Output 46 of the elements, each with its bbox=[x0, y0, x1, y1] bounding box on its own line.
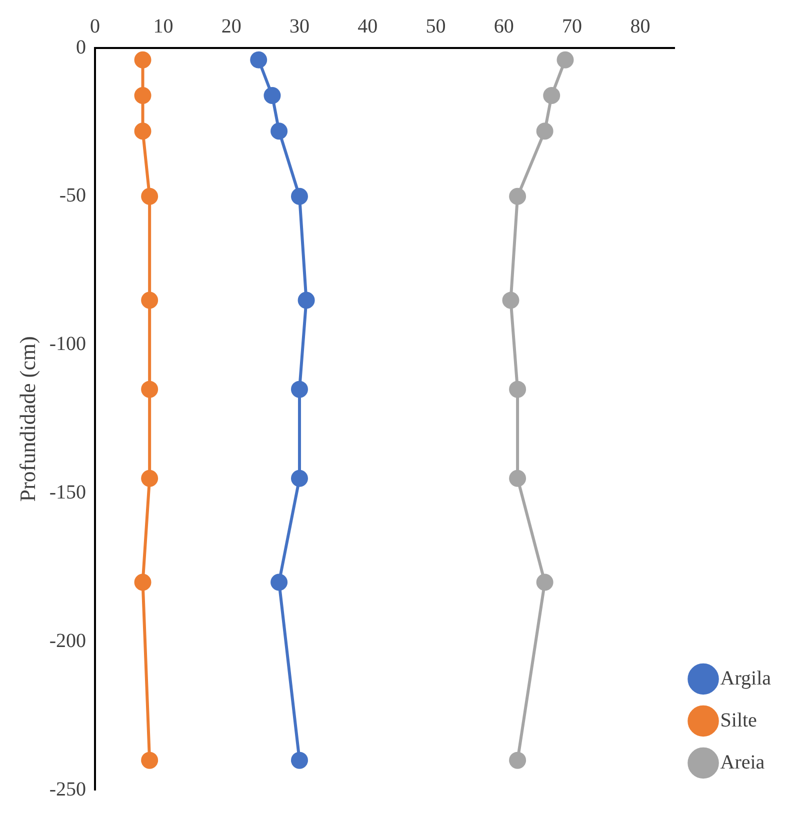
y-tick-label: -200 bbox=[49, 630, 86, 652]
point bbox=[141, 470, 158, 487]
point bbox=[270, 574, 288, 591]
point bbox=[509, 188, 526, 205]
y-tick-label: 0 bbox=[76, 36, 86, 58]
point bbox=[270, 122, 288, 140]
x-tick-label: 40 bbox=[358, 15, 378, 38]
point bbox=[509, 470, 526, 487]
y-tick-label: -150 bbox=[49, 481, 86, 504]
point bbox=[141, 292, 158, 309]
x-tick-label: 50 bbox=[426, 15, 446, 38]
x-tick-label: 0 bbox=[90, 15, 100, 38]
point bbox=[134, 574, 152, 591]
x-tick-label: 10 bbox=[153, 15, 174, 38]
point bbox=[543, 86, 560, 104]
point bbox=[134, 122, 152, 140]
point bbox=[250, 51, 268, 68]
legend-label: Areia bbox=[720, 751, 765, 774]
x-tick-label: 30 bbox=[289, 15, 310, 38]
y-axis-title: Profundidade (cm) bbox=[14, 336, 40, 502]
point bbox=[290, 470, 308, 487]
y-tick-label: -250 bbox=[49, 778, 86, 800]
point bbox=[134, 51, 152, 68]
point bbox=[509, 380, 526, 398]
point bbox=[536, 574, 554, 591]
x-tick-label: 60 bbox=[494, 15, 514, 38]
point bbox=[502, 292, 520, 309]
point bbox=[298, 292, 315, 309]
point bbox=[141, 188, 158, 205]
y-tick-label: -100 bbox=[49, 333, 86, 356]
legend-label: Silte bbox=[720, 709, 758, 732]
point bbox=[290, 188, 308, 205]
y-tick-label: -50 bbox=[59, 184, 86, 207]
point bbox=[141, 752, 158, 769]
point bbox=[264, 86, 281, 104]
x-tick-label: 20 bbox=[221, 15, 242, 38]
point bbox=[141, 380, 158, 398]
point bbox=[134, 86, 152, 104]
point bbox=[290, 752, 308, 769]
point bbox=[290, 380, 308, 398]
legend-label: Argila bbox=[720, 667, 772, 690]
x-tick-label: 80 bbox=[630, 15, 650, 38]
point bbox=[509, 752, 526, 769]
point bbox=[556, 51, 574, 68]
point bbox=[536, 122, 554, 140]
x-tick-label: 70 bbox=[562, 15, 582, 38]
